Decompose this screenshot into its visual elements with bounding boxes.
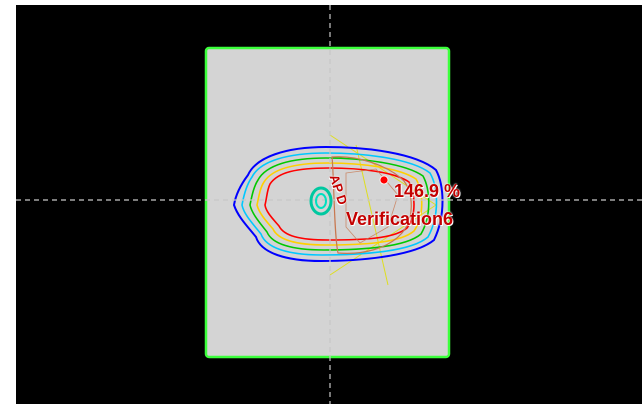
isodose-line-outer <box>232 145 444 263</box>
plan-name-label: Verification6 <box>346 209 454 229</box>
dose-max-label: 146.9 % <box>394 181 461 201</box>
dose-max-point-icon[interactable] <box>379 175 389 185</box>
isodose-line-yellow <box>256 162 423 246</box>
target-contour <box>331 156 412 254</box>
target-contour-inner <box>345 168 399 244</box>
dose-view-canvas[interactable] <box>16 5 642 404</box>
isodose-line-green <box>249 157 430 251</box>
isocenter-icon[interactable] <box>309 186 333 216</box>
image-viewport[interactable]: 146.9 % Verification6 AP D <box>16 5 642 404</box>
phantom-body <box>204 46 451 359</box>
isodose-line-red <box>264 167 415 241</box>
